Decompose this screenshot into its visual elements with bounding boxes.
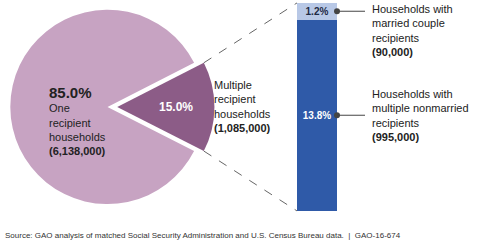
svg-text:85.0%Onerecipienthouseholds(6,: 85.0%Onerecipienthouseholds(6,138,000) [49,84,106,157]
svg-text:Households withmultiple nonmar: Households withmultiple nonmarriedrecipi… [372,88,469,143]
svg-text:1.2%: 1.2% [306,6,329,17]
svg-text:Households withmarried coupler: Households withmarried couplerecipients(… [372,3,453,58]
svg-text:13.8%: 13.8% [303,110,331,121]
svg-text:Source: GAO analysis of matche: Source: GAO analysis of matched Social S… [5,231,401,240]
svg-text:Multiplerecipienthouseholds(1,: Multiplerecipienthouseholds(1,085,000) [214,79,271,134]
svg-text:15.0%: 15.0% [159,100,193,114]
